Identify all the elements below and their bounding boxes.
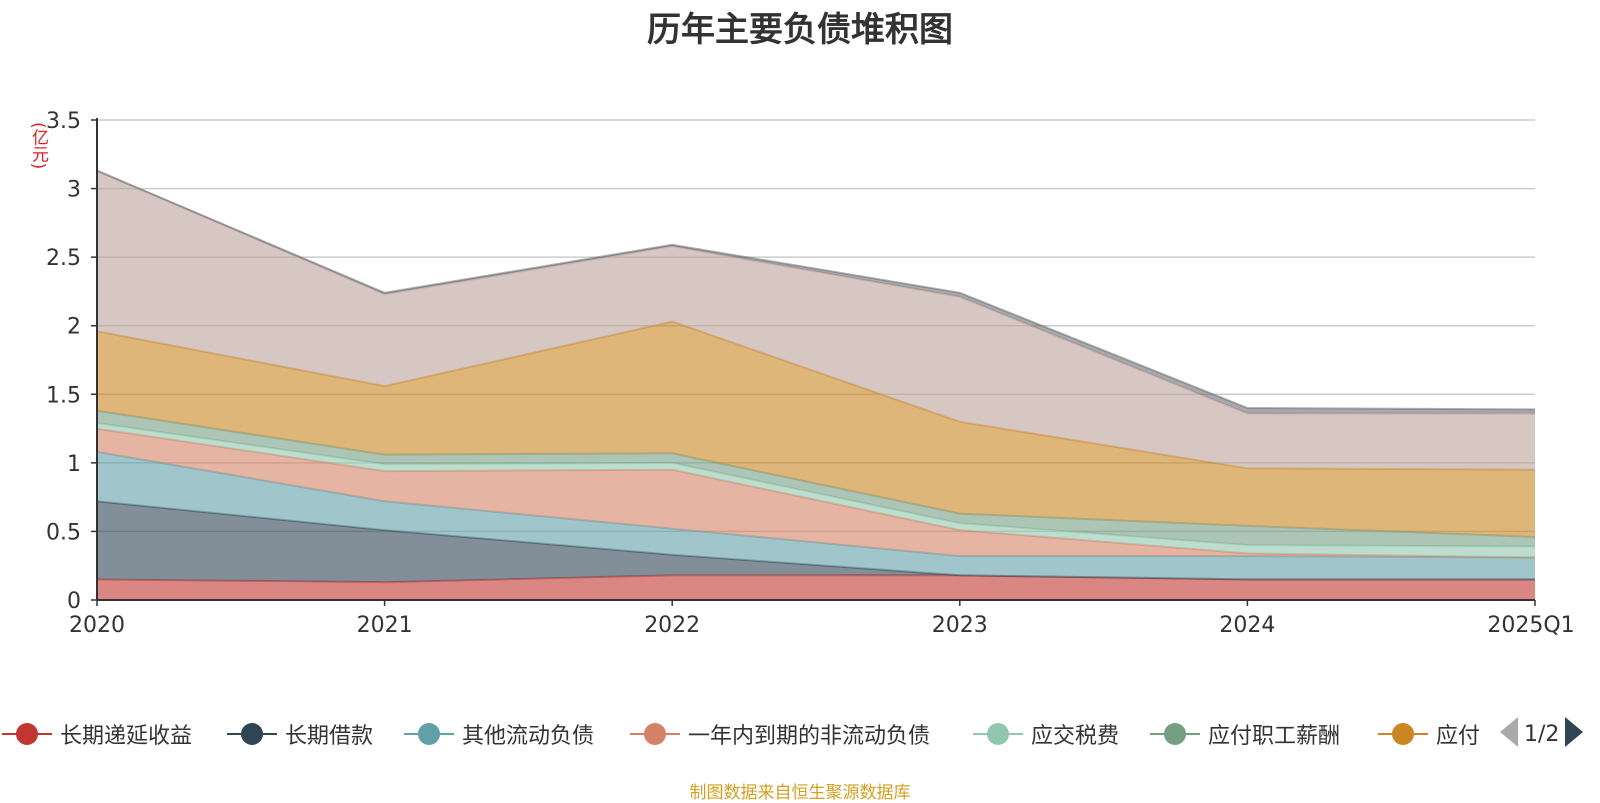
x-tick-label: 2023 <box>932 613 988 638</box>
area-3 <box>97 451 1535 580</box>
x-tick-label: 2021 <box>357 613 413 638</box>
y-tick-label: 1.5 <box>46 383 81 408</box>
area-8 <box>97 170 1535 470</box>
legend-symbol-icon <box>404 723 454 745</box>
y-tick-label: 3.5 <box>46 109 81 134</box>
y-axis-unit-label: (亿元) <box>28 122 48 170</box>
stacked-area-chart: 00.511.522.533.5 2020 2021 2022 2023 2024 202… <box>46 109 1575 638</box>
legend: 长期递延收益 长期借款 其他流动负债 一年内到期的非流动负债 应交税费 应付职工薪酬 应付 <box>0 714 1600 754</box>
x-tick-label: 2022 <box>644 613 700 638</box>
y-tick-label: 3 <box>67 178 81 203</box>
legend-label: 应交税费 <box>1031 724 1120 749</box>
legend-item[interactable]: 一年内到期的非流动负债 <box>630 714 930 754</box>
legend-next-icon[interactable] <box>1565 717 1584 751</box>
legend-label: 应付 <box>1436 724 1481 749</box>
x-tick-label: 2020 <box>69 613 125 638</box>
legend-label: 长期借款 <box>285 724 374 749</box>
area-6 <box>97 410 1535 547</box>
legend-label: 长期递延收益 <box>60 724 193 749</box>
y-tick-label: 0 <box>67 589 81 614</box>
legend-symbol-icon <box>2 723 52 745</box>
legend-page-indicator: 1/2 <box>1524 721 1560 747</box>
legend-symbol-icon <box>1378 723 1428 745</box>
x-tick-label: 2025Q1 <box>1487 613 1574 638</box>
legend-item[interactable]: 其他流动负债 <box>404 714 594 754</box>
legend-item[interactable]: 应付职工薪酬 <box>1150 714 1340 754</box>
chart-title: 历年主要负债堆积图 <box>647 10 953 50</box>
legend-item[interactable]: 长期借款 <box>227 714 373 754</box>
x-tick-labels: 2020 2021 2022 2023 2024 2025Q1 <box>69 613 1575 638</box>
y-tick-label: 2.5 <box>46 246 81 271</box>
area-series <box>96 169 1536 600</box>
source-note: 制图数据来自恒生聚源数据库 <box>689 783 911 803</box>
legend-symbol-icon <box>227 723 277 745</box>
y-tick-label: 2 <box>67 315 81 340</box>
legend-symbol-icon <box>973 723 1023 745</box>
legend-label: 其他流动负债 <box>462 724 595 749</box>
legend-pager: 1/2 <box>1500 714 1584 754</box>
legend-item[interactable]: 应付 <box>1378 714 1480 754</box>
y-tick-label: 0.5 <box>46 520 81 545</box>
legend-item[interactable]: 应交税费 <box>973 714 1119 754</box>
area-line-9 <box>96 169 1536 411</box>
area-4 <box>97 428 1535 558</box>
x-tick-label: 2024 <box>1219 613 1275 638</box>
axes <box>96 118 1536 606</box>
legend-label: 应付职工薪酬 <box>1208 724 1341 749</box>
legend-prev-icon[interactable] <box>1500 717 1518 751</box>
area-7 <box>97 321 1535 537</box>
legend-label: 一年内到期的非流动负债 <box>688 724 931 749</box>
y-tick-labels: 0 0.5 1 1.5 2 2.5 3 3.5 <box>46 109 81 614</box>
legend-symbol-icon <box>1150 723 1200 745</box>
y-tick-label: 1 <box>67 452 81 477</box>
area-2 <box>97 501 1535 583</box>
legend-symbol-icon <box>630 723 680 745</box>
legend-item[interactable]: 长期递延收益 <box>2 714 192 754</box>
